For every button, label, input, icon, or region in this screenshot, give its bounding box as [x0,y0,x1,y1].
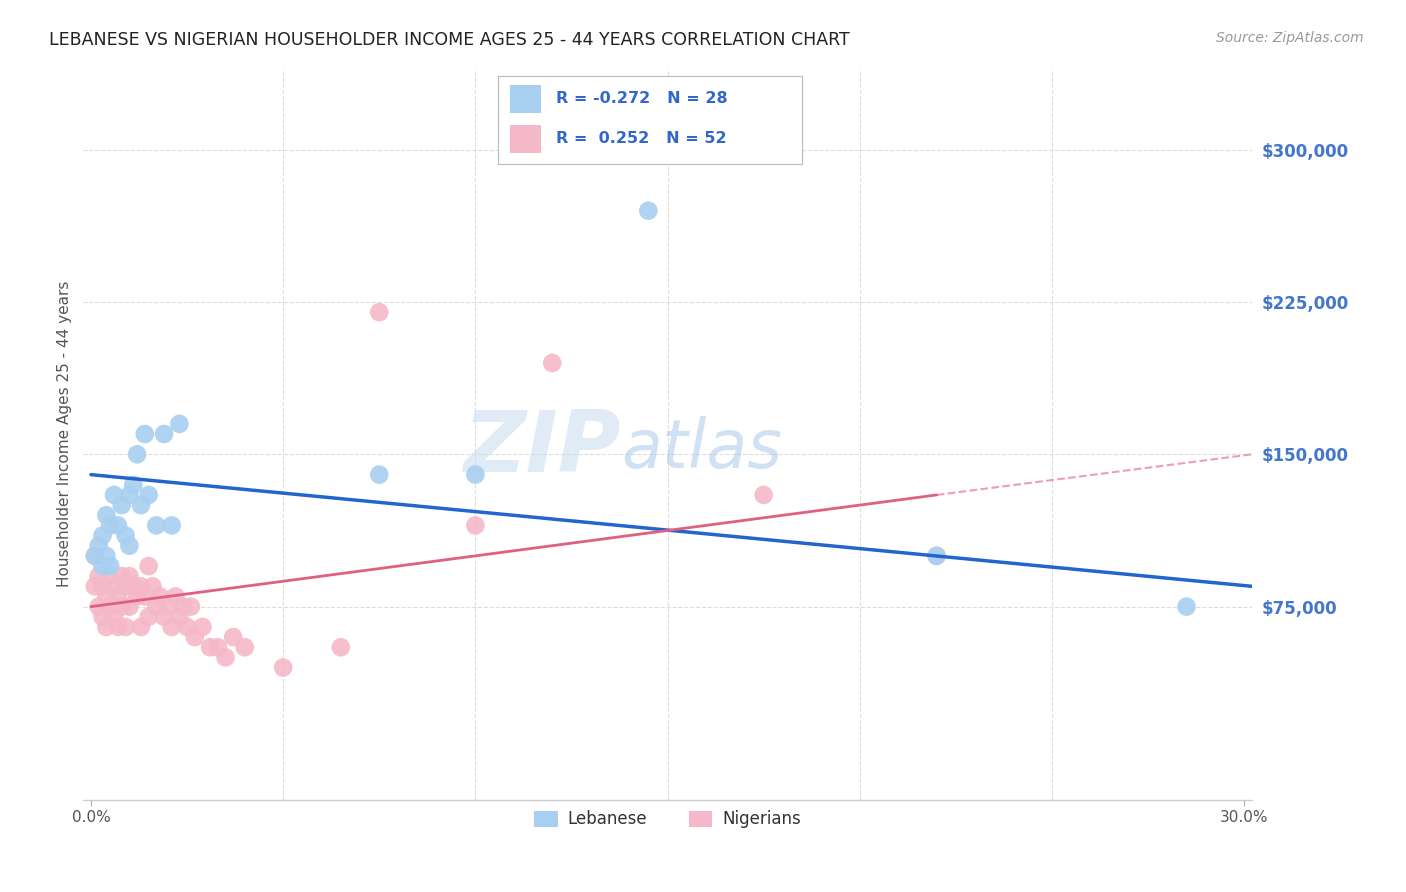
Point [153,609,176,624]
Point [114,579,136,593]
Point [114,620,136,634]
Point [91,609,114,624]
Point [96,508,118,523]
Point [107,620,129,634]
Text: LEBANESE VS NIGERIAN HOUSEHOLDER INCOME AGES 25 - 44 YEARS CORRELATION CHART: LEBANESE VS NIGERIAN HOUSEHOLDER INCOME … [49,31,851,49]
Point [207,640,229,655]
Point [222,630,245,644]
Point [464,467,486,482]
Point [96,620,118,634]
Point [169,417,191,431]
Point [98,559,121,574]
Text: ZIP: ZIP [463,407,621,490]
Point [127,590,149,604]
Point [98,599,121,614]
Point [129,579,152,593]
Text: Source: ZipAtlas.com: Source: ZipAtlas.com [1216,31,1364,45]
Point [134,427,156,442]
Point [134,590,156,604]
Point [160,620,183,634]
Point [118,539,141,553]
Point [103,609,125,624]
Point [118,569,141,583]
Point [541,356,564,370]
Point [153,427,176,442]
Point [1175,599,1198,614]
Point [83,579,105,593]
Point [184,630,207,644]
Point [87,569,110,583]
Point [118,488,141,502]
Point [91,579,114,593]
Point [91,528,114,542]
Point [169,609,191,624]
Point [180,599,202,614]
Point [138,609,160,624]
Point [138,559,160,574]
Point [129,498,152,512]
Y-axis label: Householder Income Ages 25 - 44 years: Householder Income Ages 25 - 44 years [58,281,72,587]
Point [191,620,214,634]
Point [87,599,110,614]
Point [176,620,198,634]
Point [114,528,136,542]
Point [129,620,152,634]
Point [87,539,110,553]
Point [198,640,221,655]
Point [111,498,134,512]
Point [83,549,105,563]
Point [122,579,145,593]
Point [233,640,256,655]
Point [368,467,391,482]
Point [149,590,172,604]
Point [98,569,121,583]
Point [637,203,659,218]
Point [925,549,948,563]
Point [96,590,118,604]
Point [214,650,236,665]
Point [141,579,163,593]
Point [145,518,167,533]
Point [165,590,187,604]
Point [464,518,486,533]
Point [368,305,391,319]
Point [98,518,121,533]
Point [103,579,125,593]
Point [127,447,149,461]
Point [96,549,118,563]
Point [271,660,294,674]
Legend: Lebanese, Nigerians: Lebanese, Nigerians [527,804,807,835]
Point [122,477,145,491]
Point [925,549,948,563]
Point [107,518,129,533]
Point [107,590,129,604]
Point [172,599,194,614]
Point [91,559,114,574]
Text: atlas: atlas [621,416,782,482]
Point [103,488,125,502]
Point [156,599,179,614]
Point [83,549,105,563]
Point [111,599,134,614]
Point [111,569,134,583]
Point [752,488,775,502]
Point [160,518,183,533]
Point [145,599,167,614]
Point [118,599,141,614]
Point [329,640,352,655]
Point [138,488,160,502]
